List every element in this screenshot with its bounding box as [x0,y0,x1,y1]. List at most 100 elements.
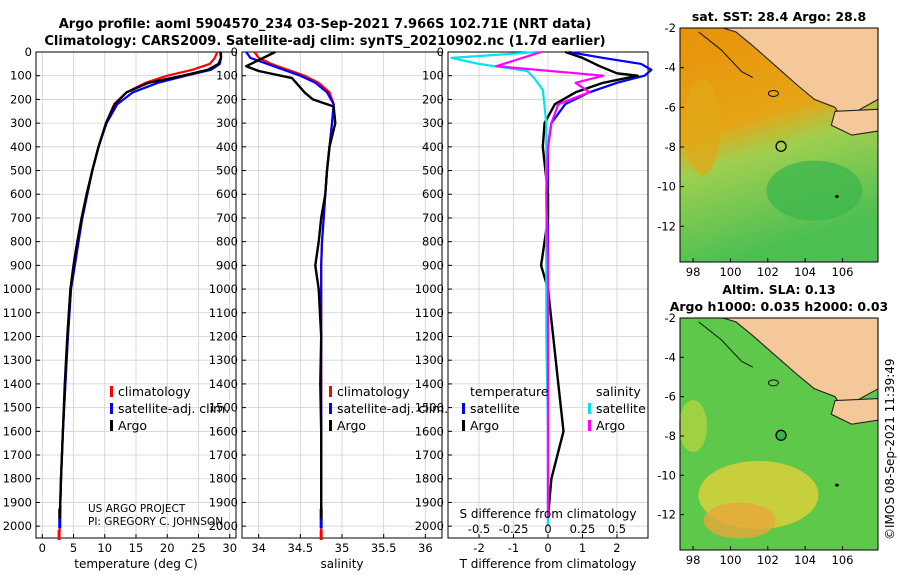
y-tick-label: 300 [422,116,444,130]
mentawai-islands [698,31,754,79]
legend-swatch [110,403,113,414]
y-tick-label: 200 [10,92,32,106]
legend-label: Argo [118,418,147,433]
salinity-difference-label: S difference from climatology [460,507,637,521]
map-frame [679,317,879,551]
y-tick-label: 1000 [3,282,32,296]
y-tick-label: 1900 [415,495,444,509]
map-frame [679,27,879,263]
y-tick-label: 1200 [209,329,238,343]
legend-swatch [462,420,465,431]
y-tick-label: 1600 [3,424,32,438]
y-tick-label: 1900 [3,495,32,509]
y-tick-label: 1900 [209,495,238,509]
y-tick-label: 400 [10,140,32,154]
x-tick-label: 10 [97,541,112,555]
salinity-panel: 34 34.5 35 35.5 3601002003004005006007008009… [209,45,449,571]
legend-swatch [329,386,332,397]
map-title: Argo h1000: 0.035 h2000: 0.03 [670,299,889,314]
y-tick-label: 400 [422,140,444,154]
y-tick-label: 1800 [209,472,238,486]
land-java [830,108,879,136]
x-axis-label: salinity [320,557,363,571]
legend-label: climatology [118,384,191,399]
map-y-tick-label: -2 [665,311,676,325]
y-tick-label: 800 [422,235,444,249]
y-tick-label: 0 [437,45,444,59]
y-tick-label: 2000 [415,519,444,533]
christmas-island [834,483,839,487]
map-x-tick-label: 106 [832,553,854,567]
x-tick-label: 1 [579,541,586,555]
legend-swatch [588,420,591,431]
project-credit: US ARGO PROJECT [88,503,186,515]
y-tick-label: 400 [216,140,238,154]
y-tick-label: 300 [216,116,238,130]
argo-float-marker [775,429,787,441]
y-tick-label: 1600 [209,424,238,438]
x-tick-label: 5 [70,541,77,555]
y-tick-label: 1200 [3,329,32,343]
y-tick-label: 1300 [415,353,444,367]
y-tick-label: 2000 [3,519,32,533]
sst-warm-patch [684,79,721,176]
y-tick-label: 2000 [209,519,238,533]
difference-panel: -2 -1 0 1 2 0 100 200 300 400 500 600 700 800 900 1000 1… [415,45,653,571]
x-tick-label: 35.5 [371,541,397,555]
map-x-tick-label: 100 [719,553,741,567]
legend-label: satellite [470,401,520,416]
map-x-tick-label: 98 [686,265,701,279]
mentawai-islands [698,321,754,368]
map-x-tick-label: 104 [794,553,816,567]
sla-map: 98 100 102 104 106 -2 -4 -6 -8 -10 -12 Argo h1000: … [657,282,888,567]
y-tick-label: 1500 [415,401,444,415]
series-line-2 [58,51,223,517]
pi-credit: PI: GREGORY C. JOHNSON [88,516,223,528]
map-title-top: Altim. SLA: 0.13 [722,282,835,297]
y-tick-label: 200 [216,92,238,106]
map-x-tick-label: 100 [719,265,741,279]
y-tick-label: 0 [231,45,238,59]
enggano-island [767,379,779,387]
argo-float-marker [775,140,787,152]
y-tick-label: 900 [422,258,444,272]
y-tick-label: 1800 [415,472,444,486]
map-title: sat. SST: 28.4 Argo: 28.8 [692,9,866,24]
map-x-tick-label: 102 [757,553,779,567]
x-tick-label: 34 [251,541,266,555]
legend-label: Argo [470,418,499,433]
y-tick-label: 700 [10,211,32,225]
y-tick-label: 1500 [3,401,32,415]
y-tick-label: 500 [422,164,444,178]
y-tick-label: 1800 [3,472,32,486]
legend-label: satellite [596,401,646,416]
title-line-1: Argo profile: aoml 5904570_234 03-Sep-20… [59,17,592,32]
temperature-panel: 0 5 10 15 20 25 300100200300400500600700800900… [3,45,237,571]
y-tick-label: 900 [10,258,32,272]
x-tick-label: 34.5 [288,541,314,555]
y-tick-label: 0 [25,45,32,59]
map-y-tick-label: -10 [657,468,676,482]
legend-label: Argo [337,418,366,433]
series-end-marker-1 [319,518,323,529]
map-y-tick-label: -2 [665,21,676,35]
series-end-marker-0 [57,530,61,540]
y-tick-label: 100 [10,69,32,83]
y-tick-label: 800 [10,235,32,249]
series-line-2 [450,50,550,527]
imos-watermark: ©IMOS 08-Sep-2021 11:39:49 [883,358,897,540]
y-tick-label: 500 [10,164,32,178]
x-tick-label: 2 [613,541,620,555]
y-tick-label: 1200 [415,329,444,343]
legend-label: satellite-adj. clim. [337,401,448,416]
map-y-tick-label: -6 [665,390,676,404]
y-tick-label: 1000 [209,282,238,296]
y-tick-label: 700 [422,211,444,225]
legend-label: climatology [337,384,410,399]
series-line-1 [539,50,639,517]
map-y-tick-label: -4 [665,61,676,75]
legend-swatch [329,420,332,431]
enggano-island [767,89,779,97]
salinity-tick-label: -0.25 [499,522,529,536]
